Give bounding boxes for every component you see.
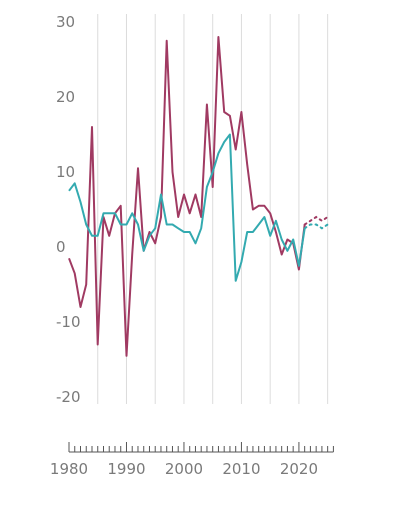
x-tick-label-1990: 1990	[107, 460, 145, 478]
y-tick-label-0: 0	[56, 238, 66, 256]
x-axis-tick-labels: 1980 1990 2000 2010 2020	[50, 460, 318, 478]
y-tick-label-10: 10	[56, 163, 75, 181]
series-2-forecast	[303, 223, 329, 230]
y-tick-label-30: 30	[56, 13, 75, 31]
series-1-forecast	[303, 215, 329, 226]
y-axis-tick-labels: 30 20 10 0 -10 -20	[56, 13, 81, 406]
gridlines	[97, 14, 329, 404]
series-lines	[68, 36, 329, 357]
x-tick-label-2000: 2000	[165, 460, 203, 478]
series-2-line	[68, 133, 306, 282]
y-tick-label--10: -10	[56, 313, 81, 331]
x-tick-label-2020: 2020	[280, 460, 318, 478]
y-tick-label--20: -20	[56, 388, 81, 406]
x-tick-label-2010: 2010	[222, 460, 260, 478]
y-tick-label-20: 20	[56, 88, 75, 106]
x-tick-label-1980: 1980	[50, 460, 88, 478]
x-axis	[68, 442, 334, 453]
series-1-line	[68, 36, 306, 357]
